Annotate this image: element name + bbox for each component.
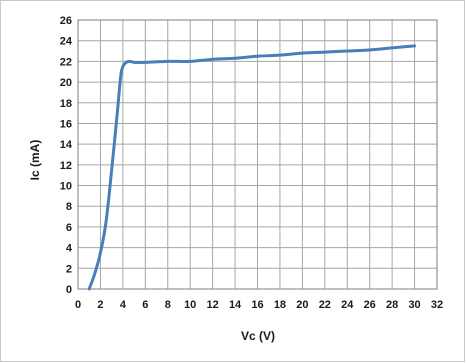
x-tick-label: 20 bbox=[296, 299, 308, 311]
y-tick-label: 26 bbox=[60, 15, 72, 27]
y-tick-label: 18 bbox=[60, 98, 72, 110]
x-tick-label: 22 bbox=[319, 299, 331, 311]
y-axis-label: Ic (mA) bbox=[28, 140, 42, 181]
y-tick-label: 6 bbox=[66, 222, 72, 234]
x-axis-label: Vc (V) bbox=[241, 329, 275, 343]
x-tick-label: 0 bbox=[75, 299, 81, 311]
x-tick-label: 26 bbox=[364, 299, 376, 311]
x-tick-label: 12 bbox=[207, 299, 219, 311]
y-tick-label: 2 bbox=[66, 263, 72, 275]
y-tick-label: 14 bbox=[60, 139, 73, 151]
x-tick-label: 24 bbox=[341, 299, 354, 311]
y-tick-label: 10 bbox=[60, 181, 72, 193]
y-tick-label: 8 bbox=[66, 201, 72, 213]
y-tick-label: 0 bbox=[66, 284, 72, 296]
x-tick-label: 14 bbox=[229, 299, 242, 311]
x-tick-label: 8 bbox=[165, 299, 171, 311]
x-tick-label: 28 bbox=[386, 299, 398, 311]
x-tick-label: 32 bbox=[431, 299, 443, 311]
x-tick-label: 16 bbox=[251, 299, 263, 311]
x-tick-label: 10 bbox=[184, 299, 196, 311]
series-group bbox=[87, 44, 417, 291]
x-tick-label: 30 bbox=[408, 299, 420, 311]
x-tick-label: 2 bbox=[97, 299, 103, 311]
plot-area-border bbox=[77, 19, 438, 290]
y-tick-label: 20 bbox=[60, 77, 72, 89]
y-tick-label: 16 bbox=[60, 118, 72, 130]
y-tick-label: 12 bbox=[60, 160, 72, 172]
x-tick-label: 4 bbox=[120, 299, 127, 311]
y-tick-label: 22 bbox=[60, 56, 72, 68]
x-tick-label: 6 bbox=[142, 299, 148, 311]
series-line bbox=[87, 44, 417, 291]
x-tick-labels: 0 2 4 6 8 10 12 14 16 18 20 22 24 26 28 30 32 bbox=[75, 299, 443, 311]
y-tick-label: 4 bbox=[66, 243, 73, 255]
x-tick-label: 18 bbox=[274, 299, 286, 311]
grid bbox=[77, 19, 438, 290]
y-tick-label: 24 bbox=[60, 36, 73, 48]
